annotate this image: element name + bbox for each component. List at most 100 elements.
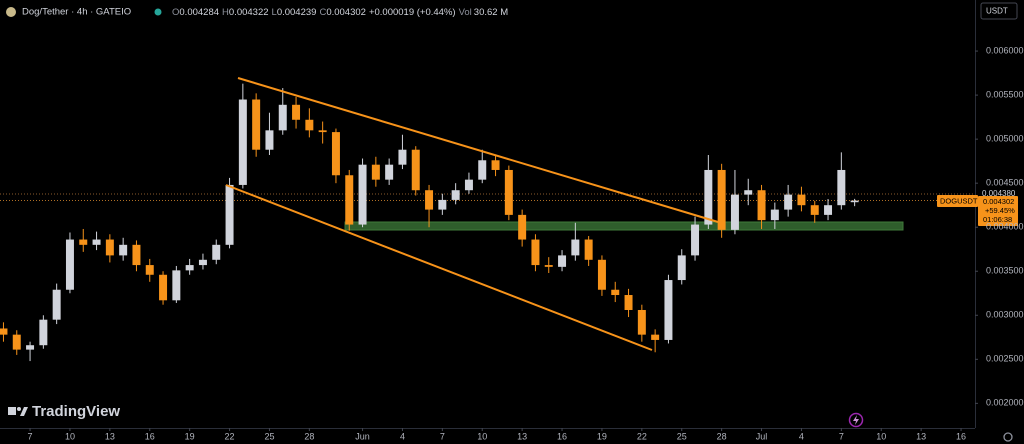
candle-body [518, 214, 527, 240]
candle-body [79, 239, 88, 245]
currency-button[interactable] [980, 2, 1018, 20]
x-tick-label: 13 [916, 431, 926, 441]
candle-body [531, 239, 540, 266]
ohlc-legend: O0.004284 H0.004322 L0.004239 C0.004302 +0.0… [172, 7, 508, 18]
candle-body [0, 328, 8, 335]
candle-body [145, 265, 154, 275]
candle-body [119, 244, 128, 256]
channel-upper [237, 77, 719, 223]
status-dot [154, 8, 162, 16]
plot-area [0, 193, 975, 231]
logo-mark [8, 407, 16, 415]
symbol-tag [937, 195, 978, 207]
x-tick-label: 28 [304, 431, 314, 441]
candle-body [185, 265, 194, 271]
candle-body [717, 169, 726, 230]
x-tick-label: 4 [400, 431, 405, 441]
candle-body [411, 149, 420, 191]
x-tick-label: 19 [597, 431, 607, 441]
y-tick-label: 0.005000 [986, 134, 1024, 144]
candle-body [770, 209, 779, 221]
x-tick-label: 10 [876, 431, 886, 441]
candle-body [305, 119, 314, 131]
candle-body [172, 270, 181, 301]
x-tick-label: 28 [717, 431, 727, 441]
candle-body [651, 334, 660, 340]
x-tick-label: 25 [264, 431, 274, 441]
candle-body [464, 179, 473, 191]
ohlc-value: 0.004284 [179, 7, 219, 18]
x-tick-label: 19 [185, 431, 195, 441]
currency[interactable]: USDT [986, 7, 1008, 16]
settings-icon[interactable] [1003, 432, 1013, 442]
x-tick-label: 7 [839, 431, 844, 441]
x-tick-label: 7 [440, 431, 445, 441]
candle-body [345, 175, 354, 225]
change: +0.000019 (+0.44%) [369, 7, 456, 18]
x-tick-label: 13 [517, 431, 527, 441]
candle-body [850, 200, 859, 203]
x-tick-label: 22 [225, 431, 235, 441]
price-tag [978, 196, 1018, 226]
y-tick-label: 0.006000 [986, 45, 1024, 55]
logo-mark [20, 407, 28, 416]
price-tag-change: +59.45% [985, 206, 1015, 215]
y-tick-label: 0.002000 [986, 398, 1024, 408]
x-tick-label: 22 [637, 431, 647, 441]
candle-body [12, 334, 21, 350]
ohlc-value: 0.004302 [326, 7, 366, 18]
candle-body [159, 274, 168, 301]
candle-body [558, 255, 567, 267]
candle-body [810, 205, 819, 215]
symbol-tag-text: DOGUSDT [940, 196, 978, 205]
x-tick-label: 13 [105, 431, 115, 441]
y-tick-label: 0.004500 [986, 178, 1024, 188]
y-tick-label: 0.004000 [986, 222, 1024, 232]
y-tick-label: 0.003500 [986, 266, 1024, 276]
chart-title: Dog/Tether · 4h · GATEIO [22, 7, 131, 18]
candle-body [784, 194, 793, 210]
alert-icon-bolt [853, 415, 859, 425]
volume-value: 30.62 M [474, 7, 508, 18]
ohlc-value: 0.004322 [229, 7, 269, 18]
candle-body [292, 104, 301, 120]
candle-body [212, 244, 221, 260]
candle-body [371, 164, 380, 180]
ohlc-label: H [222, 7, 229, 18]
x-tick-label: 16 [145, 431, 155, 441]
candle-body [198, 259, 207, 266]
prev-price-label: 0.004380 [982, 189, 1016, 198]
candle-body [39, 319, 48, 346]
alert-icon[interactable] [848, 412, 864, 428]
candle-body [664, 280, 673, 340]
x-tick-label: Jun [355, 431, 370, 441]
candle-body [837, 169, 846, 206]
price-tag-value: 0.004302 [983, 197, 1014, 206]
symbol-icon[interactable] [6, 7, 16, 17]
candle-body [797, 194, 806, 206]
candle-body [252, 99, 261, 150]
candle-body [425, 190, 434, 210]
channel-lower [225, 184, 653, 351]
y-tick-label: 0.005500 [986, 89, 1024, 99]
candle-body [451, 190, 460, 200]
candle-body [730, 194, 739, 230]
ohlc-label: O [172, 7, 179, 18]
candle-body [544, 265, 553, 267]
x-tick-label: 10 [477, 431, 487, 441]
candle-body [584, 239, 593, 260]
price-tag-countdown: 01:06:38 [983, 215, 1012, 224]
channel [225, 77, 719, 351]
candle-body [624, 295, 633, 310]
brand-logo: TradingView [8, 403, 120, 420]
x-tick-label: Jul [756, 431, 768, 441]
candle-body [478, 160, 487, 180]
volume-label: Vol [459, 7, 472, 18]
x-tick-label: 4 [799, 431, 804, 441]
y-tick-label: 0.003000 [986, 310, 1024, 320]
x-tick-label: 16 [956, 431, 966, 441]
candle-body [704, 169, 713, 225]
candle-body [824, 205, 833, 215]
candle-body [757, 190, 766, 221]
logo-mark [17, 407, 21, 411]
